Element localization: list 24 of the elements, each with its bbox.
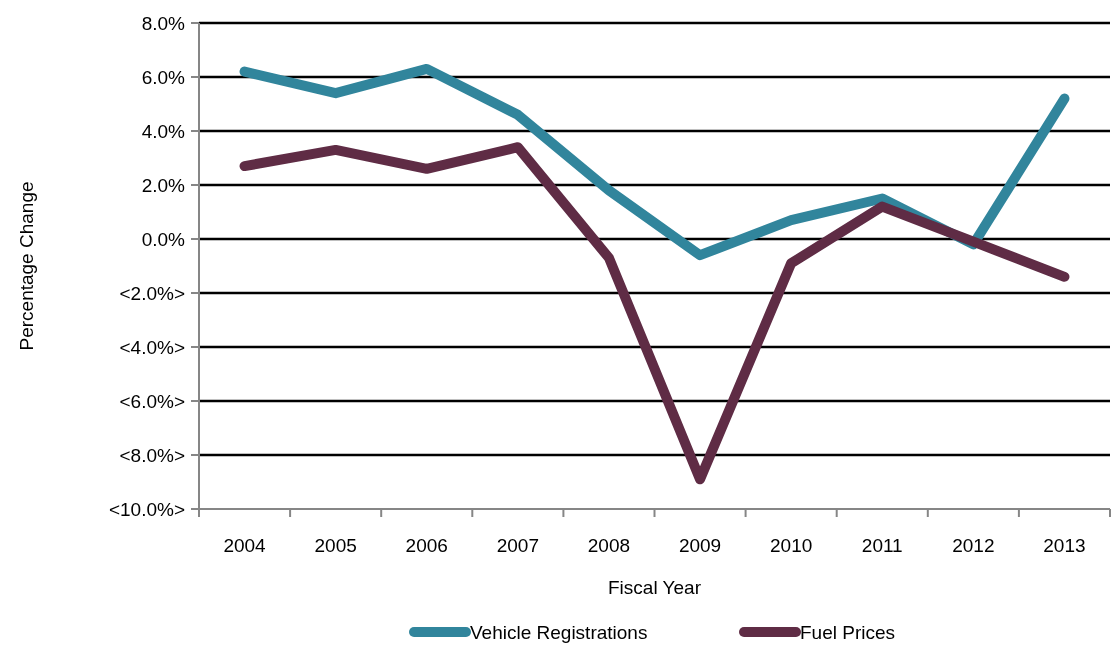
x-tick-label: 2005 — [314, 534, 357, 556]
y-tick-label: <10.0%> — [108, 498, 185, 520]
legend-label: Fuel Prices — [800, 621, 896, 643]
legend-label: Vehicle Registrations — [470, 621, 648, 643]
y-tick-label: <6.0%> — [119, 390, 185, 412]
y-tick-label: 8.0% — [141, 12, 186, 34]
x-tick-label: 2012 — [952, 534, 995, 556]
x-tick-label: 2011 — [861, 534, 903, 556]
x-tick-label: 2009 — [678, 534, 722, 556]
x-tick-label: 2006 — [405, 534, 448, 556]
x-tick-label: 2007 — [496, 534, 539, 556]
y-tick-label: <8.0%> — [119, 444, 185, 466]
y-tick-label: 0.0% — [141, 228, 186, 250]
x-tick-label: 2004 — [223, 534, 267, 556]
x-tick-label: 2010 — [770, 534, 813, 556]
y-tick-label: <2.0%> — [119, 282, 185, 304]
x-tick-label: 2008 — [587, 534, 631, 556]
y-tick-label: <4.0%> — [119, 336, 185, 358]
y-tick-label: 6.0% — [141, 66, 186, 88]
y-tick-label: 4.0% — [141, 120, 186, 142]
y-axis-title: Percentage Change — [15, 181, 37, 351]
x-tick-label: 2013 — [1043, 534, 1086, 556]
y-tick-label: 2.0% — [141, 174, 186, 196]
x-axis-title: Fiscal Year — [608, 576, 702, 598]
